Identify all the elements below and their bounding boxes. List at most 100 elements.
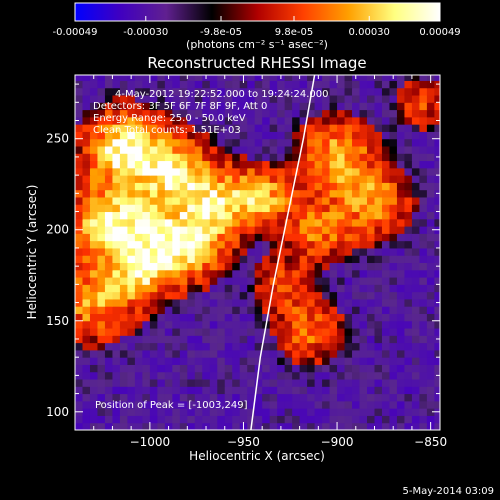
heatmap-cell xyxy=(149,255,158,264)
heatmap-cell xyxy=(164,277,173,285)
heatmap-cell xyxy=(157,415,166,424)
heatmap-cell xyxy=(164,211,173,220)
heatmap-cell xyxy=(194,182,203,191)
heatmap-cell xyxy=(419,131,428,140)
heatmap-cell xyxy=(127,371,136,380)
heatmap-cell xyxy=(269,422,278,430)
heatmap-cell xyxy=(187,124,196,132)
heatmap-cell xyxy=(299,357,308,365)
heatmap-cell xyxy=(232,386,241,395)
heatmap-cell xyxy=(142,269,151,278)
heatmap-cell xyxy=(299,342,308,351)
heatmap-cell xyxy=(209,124,218,132)
heatmap-cell xyxy=(142,211,151,220)
heatmap-cell xyxy=(329,335,338,344)
heatmap-cell xyxy=(112,102,121,111)
heatmap-cell xyxy=(194,371,203,380)
heatmap-cell xyxy=(217,131,226,140)
heatmap-cell xyxy=(307,102,316,111)
heatmap-cell xyxy=(344,306,353,314)
heatmap-cell xyxy=(396,393,405,402)
heatmap-cell xyxy=(374,109,383,118)
heatmap-cell xyxy=(329,342,338,351)
heatmap-cell xyxy=(434,277,440,285)
heatmap-cell xyxy=(322,306,331,314)
heatmap-cells xyxy=(75,75,440,430)
heatmap-cell xyxy=(239,313,248,322)
heatmap-cell xyxy=(164,291,173,300)
heatmap-cell xyxy=(329,131,338,140)
heatmap-cell xyxy=(75,109,83,118)
heatmap-cell xyxy=(381,277,390,285)
heatmap-cell xyxy=(262,138,271,147)
heatmap-cell xyxy=(104,277,113,285)
heatmap-cell xyxy=(202,138,211,147)
heatmap-cell xyxy=(411,262,420,271)
heatmap-cell xyxy=(269,306,278,314)
heatmap-cell xyxy=(89,80,98,89)
heatmap-cell xyxy=(247,167,256,176)
heatmap-cell xyxy=(149,80,158,89)
heatmap-cell xyxy=(359,233,368,242)
heatmap-cell xyxy=(247,320,256,329)
heatmap-cell xyxy=(209,240,218,249)
heatmap-cell xyxy=(419,262,428,271)
heatmap-cell xyxy=(389,335,398,344)
heatmap-cell xyxy=(396,146,405,154)
heatmap-cell xyxy=(322,320,331,329)
heatmap-cell xyxy=(247,116,256,125)
heatmap-cell xyxy=(389,320,398,329)
heatmap-cell xyxy=(104,204,113,213)
heatmap-cell xyxy=(164,393,173,402)
heatmap-cell xyxy=(284,116,293,125)
heatmap-cell xyxy=(344,298,353,307)
heatmap-cell xyxy=(104,255,113,264)
heatmap-cell xyxy=(149,153,158,162)
heatmap-cell xyxy=(157,269,166,278)
heatmap-cell xyxy=(82,204,91,213)
heatmap-cell xyxy=(299,313,308,322)
heatmap-cell xyxy=(344,313,353,322)
heatmap-cell xyxy=(337,131,346,140)
heatmap-cell xyxy=(97,335,106,344)
heatmap-cell xyxy=(367,146,375,154)
heatmap-cell xyxy=(284,175,293,183)
heatmap-cell xyxy=(307,269,316,278)
heatmap-cell xyxy=(337,226,346,234)
heatmap-cell xyxy=(262,175,271,183)
heatmap-cell xyxy=(224,233,233,242)
heatmap-cell xyxy=(269,320,278,329)
heatmap-cell xyxy=(277,386,286,395)
heatmap-cell xyxy=(89,379,98,387)
heatmap-cell xyxy=(426,371,435,380)
heatmap-cell xyxy=(187,320,196,329)
heatmap-cell xyxy=(142,75,151,81)
heatmap-cell xyxy=(97,87,106,96)
heatmap-cell xyxy=(269,335,278,344)
heatmap-cell xyxy=(426,269,435,278)
heatmap-cell xyxy=(277,393,286,402)
heatmap-cell xyxy=(104,240,113,249)
heatmap-cell xyxy=(89,189,98,198)
heatmap-cell xyxy=(329,400,338,409)
heatmap-cell xyxy=(374,328,383,336)
heatmap-cell xyxy=(277,87,286,96)
heatmap-cell xyxy=(75,138,83,147)
heatmap-cell xyxy=(367,357,375,365)
heatmap-cell xyxy=(89,167,98,176)
heatmap-cell xyxy=(172,306,181,314)
heatmap-cell xyxy=(329,262,338,271)
heatmap-cell xyxy=(359,211,368,220)
heatmap-cell xyxy=(292,408,301,416)
heatmap-cell xyxy=(142,255,151,264)
heatmap-cell xyxy=(344,422,353,430)
heatmap-cell xyxy=(97,75,106,81)
heatmap-cell xyxy=(314,189,323,198)
heatmap-cell xyxy=(314,211,323,220)
heatmap-cell xyxy=(284,138,293,147)
heatmap-cell xyxy=(262,124,271,132)
heatmap-cell xyxy=(389,342,398,351)
heatmap-cell xyxy=(217,75,226,81)
heatmap-cell xyxy=(89,116,98,125)
heatmap-cell xyxy=(239,408,248,416)
